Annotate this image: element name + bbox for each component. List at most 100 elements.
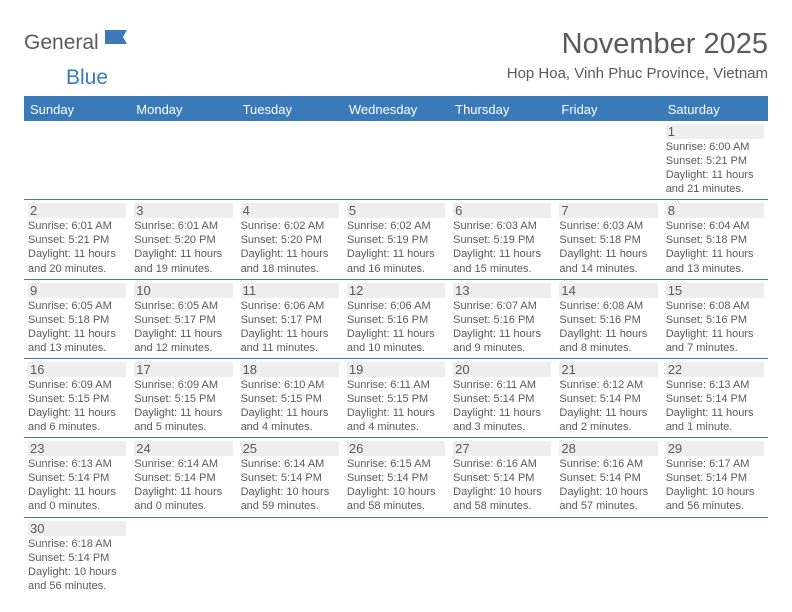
calendar-cell: 12Sunrise: 6:06 AMSunset: 5:16 PMDayligh… (343, 279, 449, 358)
calendar-cell: 14Sunrise: 6:08 AMSunset: 5:16 PMDayligh… (555, 279, 661, 358)
day-number: 23 (28, 441, 126, 456)
calendar-cell: 28Sunrise: 6:16 AMSunset: 5:14 PMDayligh… (555, 438, 661, 517)
calendar-cell: 5Sunrise: 6:02 AMSunset: 5:19 PMDaylight… (343, 200, 449, 279)
location-text: Hop Hoa, Vinh Phuc Province, Vietnam (507, 65, 768, 82)
calendar-cell: 18Sunrise: 6:10 AMSunset: 5:15 PMDayligh… (237, 358, 343, 437)
weekday-header: Saturday (662, 98, 768, 121)
day-number: 26 (347, 441, 445, 456)
day-details: Sunrise: 6:15 AMSunset: 5:14 PMDaylight:… (347, 457, 445, 513)
calendar-cell: 30Sunrise: 6:18 AMSunset: 5:14 PMDayligh… (24, 517, 130, 596)
calendar-row: 9Sunrise: 6:05 AMSunset: 5:18 PMDaylight… (24, 279, 768, 358)
day-details: Sunrise: 6:08 AMSunset: 5:16 PMDaylight:… (666, 299, 764, 355)
day-number: 19 (347, 362, 445, 377)
day-details: Sunrise: 6:09 AMSunset: 5:15 PMDaylight:… (134, 378, 232, 434)
calendar-cell (555, 517, 661, 596)
day-details: Sunrise: 6:16 AMSunset: 5:14 PMDaylight:… (559, 457, 657, 513)
day-details: Sunrise: 6:06 AMSunset: 5:17 PMDaylight:… (241, 299, 339, 355)
day-details: Sunrise: 6:12 AMSunset: 5:14 PMDaylight:… (559, 378, 657, 434)
calendar-cell: 26Sunrise: 6:15 AMSunset: 5:14 PMDayligh… (343, 438, 449, 517)
day-details: Sunrise: 6:00 AMSunset: 5:21 PMDaylight:… (666, 140, 764, 196)
calendar-cell (130, 517, 236, 596)
month-title: November 2025 (507, 28, 768, 61)
day-details: Sunrise: 6:18 AMSunset: 5:14 PMDaylight:… (28, 537, 126, 593)
day-details: Sunrise: 6:14 AMSunset: 5:14 PMDaylight:… (134, 457, 232, 513)
day-details: Sunrise: 6:13 AMSunset: 5:14 PMDaylight:… (28, 457, 126, 513)
calendar-cell: 29Sunrise: 6:17 AMSunset: 5:14 PMDayligh… (662, 438, 768, 517)
day-number: 28 (559, 441, 657, 456)
day-number: 27 (453, 441, 551, 456)
day-details: Sunrise: 6:02 AMSunset: 5:20 PMDaylight:… (241, 219, 339, 275)
day-number: 22 (666, 362, 764, 377)
day-details: Sunrise: 6:03 AMSunset: 5:18 PMDaylight:… (559, 219, 657, 275)
day-number: 17 (134, 362, 232, 377)
calendar-cell: 6Sunrise: 6:03 AMSunset: 5:19 PMDaylight… (449, 200, 555, 279)
calendar-cell: 24Sunrise: 6:14 AMSunset: 5:14 PMDayligh… (130, 438, 236, 517)
calendar-row: 1Sunrise: 6:00 AMSunset: 5:21 PMDaylight… (24, 121, 768, 200)
logo-flag-icon (105, 28, 135, 52)
calendar-cell: 22Sunrise: 6:13 AMSunset: 5:14 PMDayligh… (662, 358, 768, 437)
calendar-cell: 15Sunrise: 6:08 AMSunset: 5:16 PMDayligh… (662, 279, 768, 358)
calendar-cell: 2Sunrise: 6:01 AMSunset: 5:21 PMDaylight… (24, 200, 130, 279)
calendar-cell: 23Sunrise: 6:13 AMSunset: 5:14 PMDayligh… (24, 438, 130, 517)
title-block: November 2025 Hop Hoa, Vinh Phuc Provinc… (507, 28, 768, 82)
day-number: 21 (559, 362, 657, 377)
calendar-table: SundayMondayTuesdayWednesdayThursdayFrid… (24, 98, 768, 596)
day-number: 16 (28, 362, 126, 377)
day-details: Sunrise: 6:14 AMSunset: 5:14 PMDaylight:… (241, 457, 339, 513)
day-details: Sunrise: 6:04 AMSunset: 5:18 PMDaylight:… (666, 219, 764, 275)
weekday-header: Friday (555, 98, 661, 121)
day-number: 2 (28, 203, 126, 218)
day-number: 8 (666, 203, 764, 218)
day-details: Sunrise: 6:17 AMSunset: 5:14 PMDaylight:… (666, 457, 764, 513)
calendar-cell: 19Sunrise: 6:11 AMSunset: 5:15 PMDayligh… (343, 358, 449, 437)
calendar-cell: 17Sunrise: 6:09 AMSunset: 5:15 PMDayligh… (130, 358, 236, 437)
calendar-cell: 20Sunrise: 6:11 AMSunset: 5:14 PMDayligh… (449, 358, 555, 437)
day-details: Sunrise: 6:02 AMSunset: 5:19 PMDaylight:… (347, 219, 445, 275)
calendar-cell: 7Sunrise: 6:03 AMSunset: 5:18 PMDaylight… (555, 200, 661, 279)
day-number: 9 (28, 283, 126, 298)
day-number: 14 (559, 283, 657, 298)
weekday-header: Wednesday (343, 98, 449, 121)
day-details: Sunrise: 6:05 AMSunset: 5:18 PMDaylight:… (28, 299, 126, 355)
day-number: 13 (453, 283, 551, 298)
calendar-cell (555, 121, 661, 200)
calendar-cell: 3Sunrise: 6:01 AMSunset: 5:20 PMDaylight… (130, 200, 236, 279)
day-details: Sunrise: 6:05 AMSunset: 5:17 PMDaylight:… (134, 299, 232, 355)
day-details: Sunrise: 6:01 AMSunset: 5:21 PMDaylight:… (28, 219, 126, 275)
day-number: 25 (241, 441, 339, 456)
day-details: Sunrise: 6:08 AMSunset: 5:16 PMDaylight:… (559, 299, 657, 355)
calendar-cell: 27Sunrise: 6:16 AMSunset: 5:14 PMDayligh… (449, 438, 555, 517)
calendar-row: 16Sunrise: 6:09 AMSunset: 5:15 PMDayligh… (24, 358, 768, 437)
weekday-header-row: SundayMondayTuesdayWednesdayThursdayFrid… (24, 98, 768, 121)
day-number: 1 (666, 124, 764, 139)
day-details: Sunrise: 6:09 AMSunset: 5:15 PMDaylight:… (28, 378, 126, 434)
day-details: Sunrise: 6:06 AMSunset: 5:16 PMDaylight:… (347, 299, 445, 355)
day-number: 4 (241, 203, 339, 218)
weekday-header: Monday (130, 98, 236, 121)
day-number: 24 (134, 441, 232, 456)
calendar-cell (662, 517, 768, 596)
weekday-header: Sunday (24, 98, 130, 121)
calendar-row: 2Sunrise: 6:01 AMSunset: 5:21 PMDaylight… (24, 200, 768, 279)
day-number: 20 (453, 362, 551, 377)
logo: General (24, 28, 137, 58)
calendar-cell (24, 121, 130, 200)
calendar-cell: 21Sunrise: 6:12 AMSunset: 5:14 PMDayligh… (555, 358, 661, 437)
day-details: Sunrise: 6:11 AMSunset: 5:14 PMDaylight:… (453, 378, 551, 434)
day-details: Sunrise: 6:13 AMSunset: 5:14 PMDaylight:… (666, 378, 764, 434)
calendar-cell (237, 121, 343, 200)
calendar-cell (343, 121, 449, 200)
calendar-cell: 13Sunrise: 6:07 AMSunset: 5:16 PMDayligh… (449, 279, 555, 358)
day-details: Sunrise: 6:11 AMSunset: 5:15 PMDaylight:… (347, 378, 445, 434)
weekday-header: Thursday (449, 98, 555, 121)
calendar-cell: 9Sunrise: 6:05 AMSunset: 5:18 PMDaylight… (24, 279, 130, 358)
day-number: 18 (241, 362, 339, 377)
day-number: 11 (241, 283, 339, 298)
day-details: Sunrise: 6:07 AMSunset: 5:16 PMDaylight:… (453, 299, 551, 355)
day-number: 12 (347, 283, 445, 298)
calendar-body: 1Sunrise: 6:00 AMSunset: 5:21 PMDaylight… (24, 121, 768, 596)
calendar-row: 23Sunrise: 6:13 AMSunset: 5:14 PMDayligh… (24, 438, 768, 517)
day-number: 15 (666, 283, 764, 298)
logo-text-general: General (24, 31, 99, 55)
calendar-cell (449, 121, 555, 200)
